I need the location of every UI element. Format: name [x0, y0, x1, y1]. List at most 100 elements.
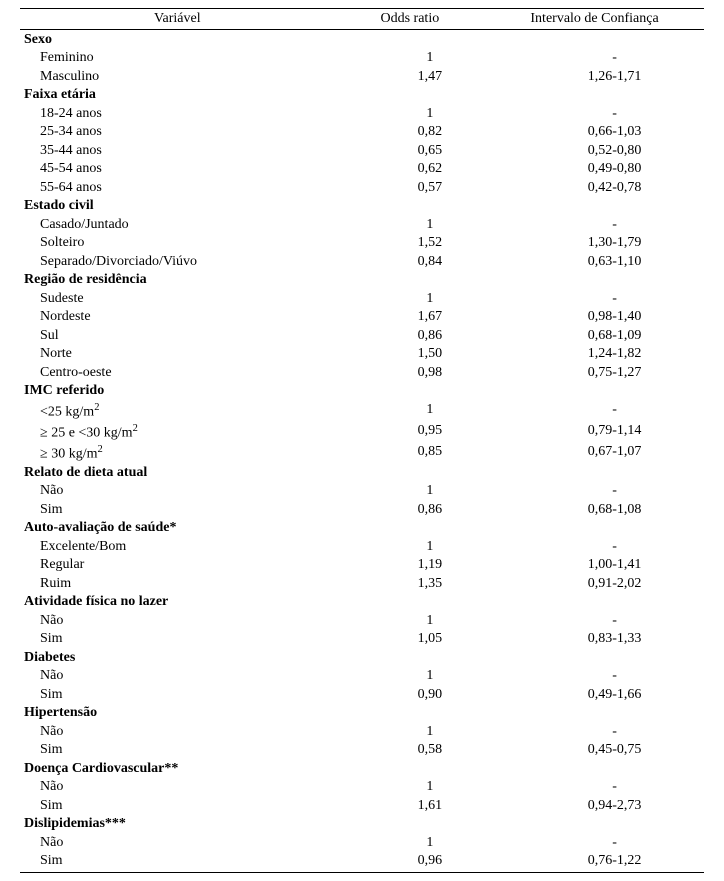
row-label: Não [20, 834, 355, 852]
section-header: Diabetes [20, 648, 704, 667]
table-row: 55-64 anos0,570,42-0,78 [20, 178, 704, 197]
row-label: ≥ 25 e <30 kg/m2 [20, 422, 355, 442]
row-odds-ratio: 1 [355, 49, 505, 67]
table-row: Excelente/Bom1- [20, 537, 704, 556]
table-row: Sudeste1- [20, 289, 704, 308]
row-label: <25 kg/m2 [20, 401, 355, 421]
row-label: Não [20, 612, 355, 630]
row-confidence-interval: 0,83-1,33 [505, 630, 724, 648]
table-row: Não1- [20, 482, 704, 501]
row-confidence-interval: 0,52-0,80 [505, 142, 724, 160]
row-confidence-interval: 0,68-1,09 [505, 327, 724, 345]
row-odds-ratio: 0,65 [355, 142, 505, 160]
row-label: Sim [20, 686, 355, 704]
row-odds-ratio: 0,90 [355, 686, 505, 704]
row-odds-ratio: 0,95 [355, 422, 505, 442]
row-confidence-interval: 0,91-2,02 [505, 575, 724, 593]
row-odds-ratio: 0,84 [355, 253, 505, 271]
row-confidence-interval: - [505, 401, 724, 421]
row-odds-ratio: 1 [355, 612, 505, 630]
row-label: Sim [20, 852, 355, 870]
row-label: Casado/Juntado [20, 216, 355, 234]
row-confidence-interval: 0,66-1,03 [505, 123, 724, 141]
section-title: Estado civil [20, 197, 339, 215]
row-label: Sim [20, 797, 355, 815]
row-confidence-interval: - [505, 290, 724, 308]
row-odds-ratio: 1 [355, 778, 505, 796]
header-confidence-interval: Intervalo de Confiança [485, 11, 704, 27]
section-title: Dislipidemias*** [20, 815, 339, 833]
header-variable: Variável [20, 11, 335, 27]
row-confidence-interval: - [505, 834, 724, 852]
row-label: Nordeste [20, 308, 355, 326]
table-row: 18-24 anos1- [20, 104, 704, 123]
table-row: Não1- [20, 833, 704, 852]
table-row: Sul0,860,68-1,09 [20, 326, 704, 345]
row-odds-ratio: 0,58 [355, 741, 505, 759]
row-odds-ratio: 1 [355, 216, 505, 234]
row-confidence-interval: 1,30-1,79 [505, 234, 724, 252]
table-row: <25 kg/m21- [20, 400, 704, 421]
section-header: Estado civil [20, 197, 704, 216]
row-confidence-interval: - [505, 612, 724, 630]
table-row: ≥ 30 kg/m20,850,67-1,07 [20, 442, 704, 463]
section-title: Diabetes [20, 649, 339, 667]
section-title: Atividade física no lazer [20, 593, 339, 611]
row-odds-ratio: 1 [355, 482, 505, 500]
table-row: Sim0,580,45-0,75 [20, 741, 704, 760]
row-confidence-interval: 0,42-0,78 [505, 179, 724, 197]
row-odds-ratio: 1 [355, 290, 505, 308]
row-label: 35-44 anos [20, 142, 355, 160]
row-confidence-interval: - [505, 667, 724, 685]
row-label: Não [20, 667, 355, 685]
row-odds-ratio: 1,50 [355, 345, 505, 363]
table-row: Casado/Juntado1- [20, 215, 704, 234]
row-odds-ratio: 1,19 [355, 556, 505, 574]
section-header: Região de residência [20, 271, 704, 290]
row-confidence-interval: 0,67-1,07 [505, 443, 724, 463]
row-odds-ratio: 0,62 [355, 160, 505, 178]
row-odds-ratio: 1 [355, 723, 505, 741]
section-header: Auto-avaliação de saúde* [20, 519, 704, 538]
table-row: Nordeste1,670,98-1,40 [20, 308, 704, 327]
row-confidence-interval: 0,76-1,22 [505, 852, 724, 870]
section-title: Hipertensão [20, 704, 339, 722]
table-row: 25-34 anos0,820,66-1,03 [20, 123, 704, 142]
row-label: Sudeste [20, 290, 355, 308]
row-confidence-interval: - [505, 105, 724, 123]
table-row: Não1- [20, 611, 704, 630]
table-row: Não1- [20, 778, 704, 797]
table-row: Regular1,191,00-1,41 [20, 556, 704, 575]
section-title: Região de residência [20, 271, 339, 289]
section-header: Atividade física no lazer [20, 593, 704, 612]
row-confidence-interval: 0,75-1,27 [505, 364, 724, 382]
row-label: Sul [20, 327, 355, 345]
row-confidence-interval: 1,00-1,41 [505, 556, 724, 574]
table-row: Norte1,501,24-1,82 [20, 345, 704, 364]
row-odds-ratio: 1 [355, 667, 505, 685]
row-confidence-interval: 0,79-1,14 [505, 422, 724, 442]
row-confidence-interval: 1,26-1,71 [505, 68, 724, 86]
row-odds-ratio: 0,86 [355, 501, 505, 519]
table-row: Sim0,860,68-1,08 [20, 500, 704, 519]
section-title: Auto-avaliação de saúde* [20, 519, 339, 537]
row-confidence-interval: 1,24-1,82 [505, 345, 724, 363]
row-label: Sim [20, 741, 355, 759]
row-odds-ratio: 0,82 [355, 123, 505, 141]
header-odds-ratio: Odds ratio [335, 11, 485, 27]
row-label: Regular [20, 556, 355, 574]
row-label: Não [20, 482, 355, 500]
table-row: 35-44 anos0,650,52-0,80 [20, 141, 704, 160]
section-title: Relato de dieta atual [20, 464, 339, 482]
section-title: Doença Cardiovascular** [20, 760, 339, 778]
row-odds-ratio: 1,05 [355, 630, 505, 648]
row-confidence-interval: 0,49-0,80 [505, 160, 724, 178]
table-row: ≥ 25 e <30 kg/m20,950,79-1,14 [20, 421, 704, 442]
row-label: Masculino [20, 68, 355, 86]
table-row: Não1- [20, 667, 704, 686]
table-row: Sim0,960,76-1,22 [20, 852, 704, 871]
row-odds-ratio: 0,96 [355, 852, 505, 870]
table-row: Feminino1- [20, 49, 704, 68]
table-row: Separado/Divorciado/Viúvo0,840,63-1,10 [20, 252, 704, 271]
row-label: 55-64 anos [20, 179, 355, 197]
